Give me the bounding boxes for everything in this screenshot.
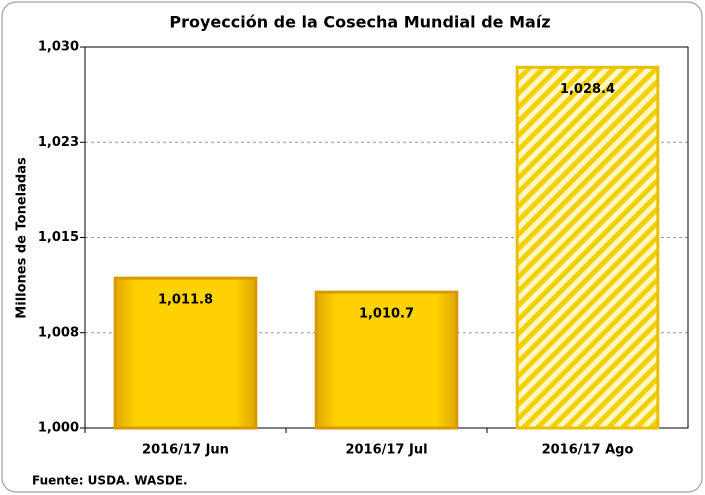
value-label: 1,010.7 xyxy=(359,307,414,322)
y-tick-label: 1,008 xyxy=(38,325,79,340)
bar xyxy=(515,65,660,430)
value-label: 1,011.8 xyxy=(158,293,213,308)
source-note: Fuente: USDA. WASDE. xyxy=(32,474,188,488)
y-tick-label: 1,000 xyxy=(38,421,79,436)
bar xyxy=(314,290,459,430)
x-tick-label: 2016/17 Jul xyxy=(345,443,427,458)
y-axis-label: Millones de Toneladas xyxy=(15,157,30,319)
x-tick-label: 2016/17 Jun xyxy=(142,443,229,458)
bar xyxy=(113,276,258,430)
y-tick-label: 1,015 xyxy=(38,230,79,245)
x-tick-label: 2016/17 Ago xyxy=(542,443,634,458)
y-tick-label: 1,023 xyxy=(38,135,79,150)
chart-title: Proyección de la Cosecha Mundial de Maíz xyxy=(169,13,550,32)
value-label: 1,028.4 xyxy=(560,82,615,97)
y-tick-label: 1,030 xyxy=(38,40,79,55)
